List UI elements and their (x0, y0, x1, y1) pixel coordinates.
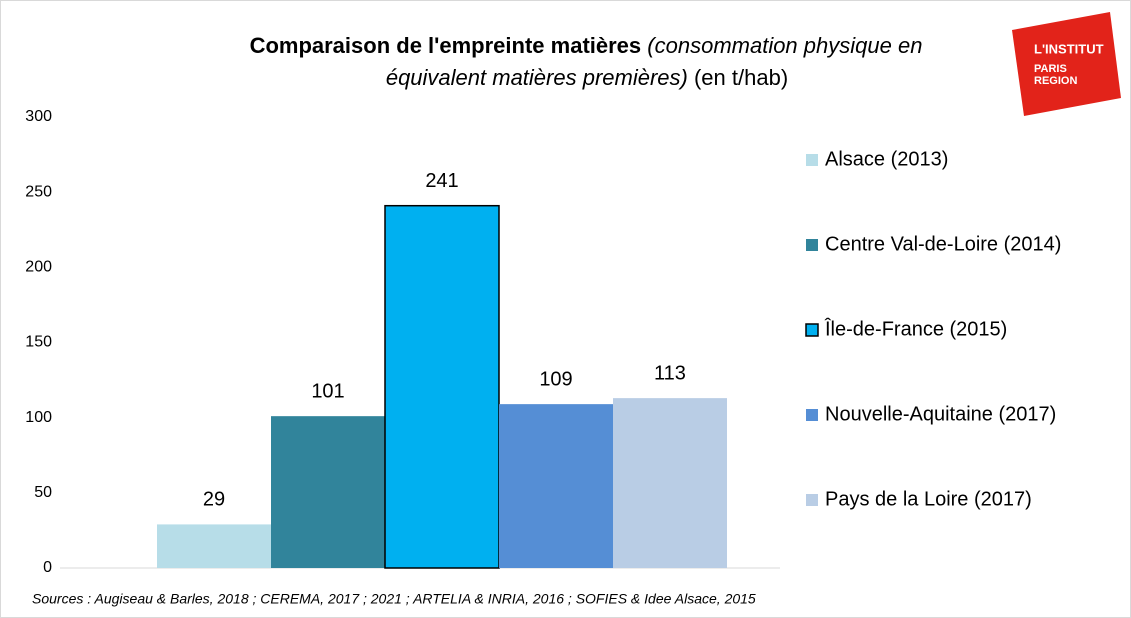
bar (157, 524, 271, 568)
y-tick-label: 200 (25, 259, 52, 276)
chart-title-line2: équivalent matières premières) (en t/hab… (386, 65, 788, 90)
y-tick-label: 150 (25, 334, 52, 351)
bar (613, 398, 727, 568)
chart-title: Comparaison de l'empreinte matières (con… (250, 33, 923, 58)
bar (499, 404, 613, 568)
title-italic: équivalent matières premières) (386, 65, 688, 90)
logo (1012, 12, 1121, 116)
title-italic: (consommation physique en (647, 33, 922, 58)
bar (384, 204, 500, 569)
legend-label: Centre Val-de-Loire (2014) (825, 233, 1061, 255)
y-tick-label: 250 (25, 183, 52, 200)
data-label: 101 (311, 380, 344, 402)
logo-text: REGION (1034, 75, 1077, 87)
logo-text: PARIS (1034, 63, 1067, 75)
legend-label: Île-de-France (2015) (824, 317, 1007, 340)
y-tick-label: 300 (25, 108, 52, 125)
legend-label: Alsace (2013) (825, 148, 948, 170)
y-tick-label: 50 (34, 484, 52, 501)
y-tick-label: 100 (25, 409, 52, 426)
legend-label: Pays de la Loire (2017) (825, 488, 1032, 510)
bar (271, 416, 385, 568)
logo-text: L'INSTITUT (1034, 41, 1104, 56)
legend-swatch (805, 323, 819, 337)
legend-label: Nouvelle-Aquitaine (2017) (825, 403, 1056, 425)
data-label: 241 (425, 170, 458, 192)
data-label: 109 (539, 368, 572, 390)
source-note: Sources : Augiseau & Barles, 2018 ; CERE… (32, 591, 756, 607)
legend-swatch (806, 154, 818, 166)
title-unit: (en t/hab) (694, 65, 788, 90)
title-bold: Comparaison de l'empreinte matières (250, 33, 642, 58)
legend-swatch (806, 239, 818, 251)
y-tick-label: 0 (43, 559, 52, 576)
data-label: 113 (654, 362, 686, 384)
legend-swatch (806, 409, 818, 421)
legend-swatch (806, 494, 818, 506)
data-label: 29 (203, 489, 225, 511)
